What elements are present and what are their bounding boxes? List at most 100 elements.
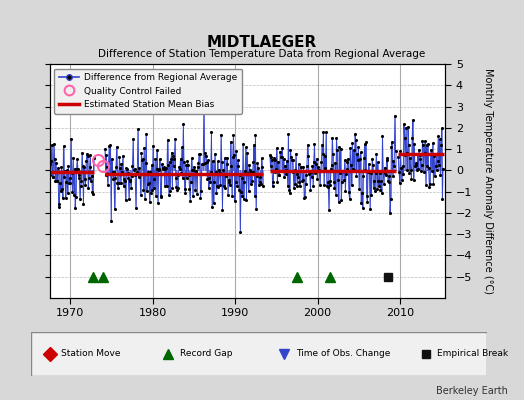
Point bbox=[204, 184, 213, 191]
Point bbox=[211, 169, 220, 176]
Point bbox=[316, 182, 324, 189]
Point bbox=[347, 182, 356, 188]
Point bbox=[288, 157, 297, 163]
Point bbox=[255, 182, 263, 188]
Point bbox=[194, 160, 203, 167]
Point bbox=[341, 188, 350, 194]
Point bbox=[151, 193, 160, 199]
Point bbox=[106, 142, 115, 148]
Point bbox=[235, 187, 243, 194]
Point bbox=[321, 152, 329, 159]
Point bbox=[157, 193, 165, 199]
Point bbox=[323, 184, 332, 190]
Point bbox=[146, 198, 154, 205]
Point bbox=[374, 178, 383, 184]
Point bbox=[345, 188, 353, 195]
Point bbox=[118, 168, 126, 175]
Point bbox=[329, 151, 337, 158]
Point bbox=[56, 180, 64, 186]
Point bbox=[50, 141, 58, 147]
Point bbox=[235, 172, 244, 178]
Point bbox=[405, 142, 413, 148]
Point bbox=[274, 158, 282, 165]
Point bbox=[61, 168, 69, 174]
Point bbox=[297, 164, 305, 170]
Point bbox=[171, 175, 180, 181]
Point bbox=[354, 144, 363, 150]
Point bbox=[339, 167, 347, 174]
Point bbox=[135, 165, 144, 171]
Point bbox=[297, 164, 305, 170]
Point bbox=[193, 164, 202, 170]
Point bbox=[137, 150, 146, 156]
Text: MIDTLAEGER: MIDTLAEGER bbox=[207, 35, 317, 50]
Point bbox=[213, 183, 221, 190]
Point bbox=[343, 166, 351, 172]
Point bbox=[80, 164, 89, 170]
Point bbox=[242, 196, 250, 203]
Point bbox=[237, 175, 246, 181]
Point bbox=[70, 166, 79, 172]
Point bbox=[385, 179, 393, 185]
Point bbox=[77, 178, 85, 184]
Point bbox=[283, 183, 292, 190]
Point bbox=[385, 173, 394, 180]
Point bbox=[384, 178, 392, 184]
Point bbox=[250, 193, 259, 199]
Point bbox=[355, 186, 363, 192]
Point bbox=[179, 121, 188, 128]
Point bbox=[223, 155, 232, 161]
Point bbox=[178, 144, 186, 150]
Point bbox=[206, 169, 215, 175]
Point bbox=[159, 166, 168, 172]
Point bbox=[242, 144, 250, 151]
Point bbox=[173, 185, 182, 192]
Point bbox=[397, 165, 406, 171]
Point bbox=[289, 168, 298, 175]
Point bbox=[134, 126, 142, 132]
Point bbox=[312, 161, 320, 167]
Point bbox=[401, 151, 409, 158]
Point bbox=[320, 182, 329, 188]
Point bbox=[239, 196, 248, 203]
Point bbox=[250, 142, 258, 148]
Point bbox=[405, 170, 413, 176]
Point bbox=[311, 170, 319, 176]
Point bbox=[422, 141, 431, 148]
Point bbox=[248, 177, 256, 184]
Point bbox=[196, 195, 205, 202]
Point bbox=[61, 195, 70, 202]
Point bbox=[388, 138, 396, 145]
Point bbox=[220, 155, 228, 161]
Point bbox=[46, 172, 54, 178]
Point bbox=[106, 171, 114, 178]
Point bbox=[301, 181, 310, 188]
Point bbox=[165, 192, 173, 198]
Point bbox=[71, 205, 79, 211]
Point bbox=[420, 150, 429, 156]
Point bbox=[356, 149, 365, 156]
Point bbox=[153, 147, 161, 153]
Point bbox=[105, 142, 113, 149]
Point bbox=[432, 150, 440, 157]
Point bbox=[188, 155, 196, 161]
Point bbox=[232, 148, 241, 154]
Point bbox=[208, 128, 216, 135]
Point bbox=[133, 171, 141, 177]
Point bbox=[275, 172, 283, 178]
Point bbox=[411, 163, 419, 169]
Point bbox=[419, 142, 428, 148]
Point bbox=[372, 151, 380, 157]
Point bbox=[72, 166, 81, 172]
Point bbox=[174, 172, 183, 178]
Point bbox=[428, 168, 436, 174]
Point bbox=[378, 190, 386, 196]
Point bbox=[200, 160, 209, 166]
Point bbox=[75, 175, 83, 181]
Point bbox=[64, 162, 72, 169]
Point bbox=[413, 167, 421, 173]
Point bbox=[333, 147, 341, 153]
Point bbox=[436, 172, 444, 178]
Point bbox=[310, 159, 318, 165]
Point bbox=[115, 154, 124, 160]
